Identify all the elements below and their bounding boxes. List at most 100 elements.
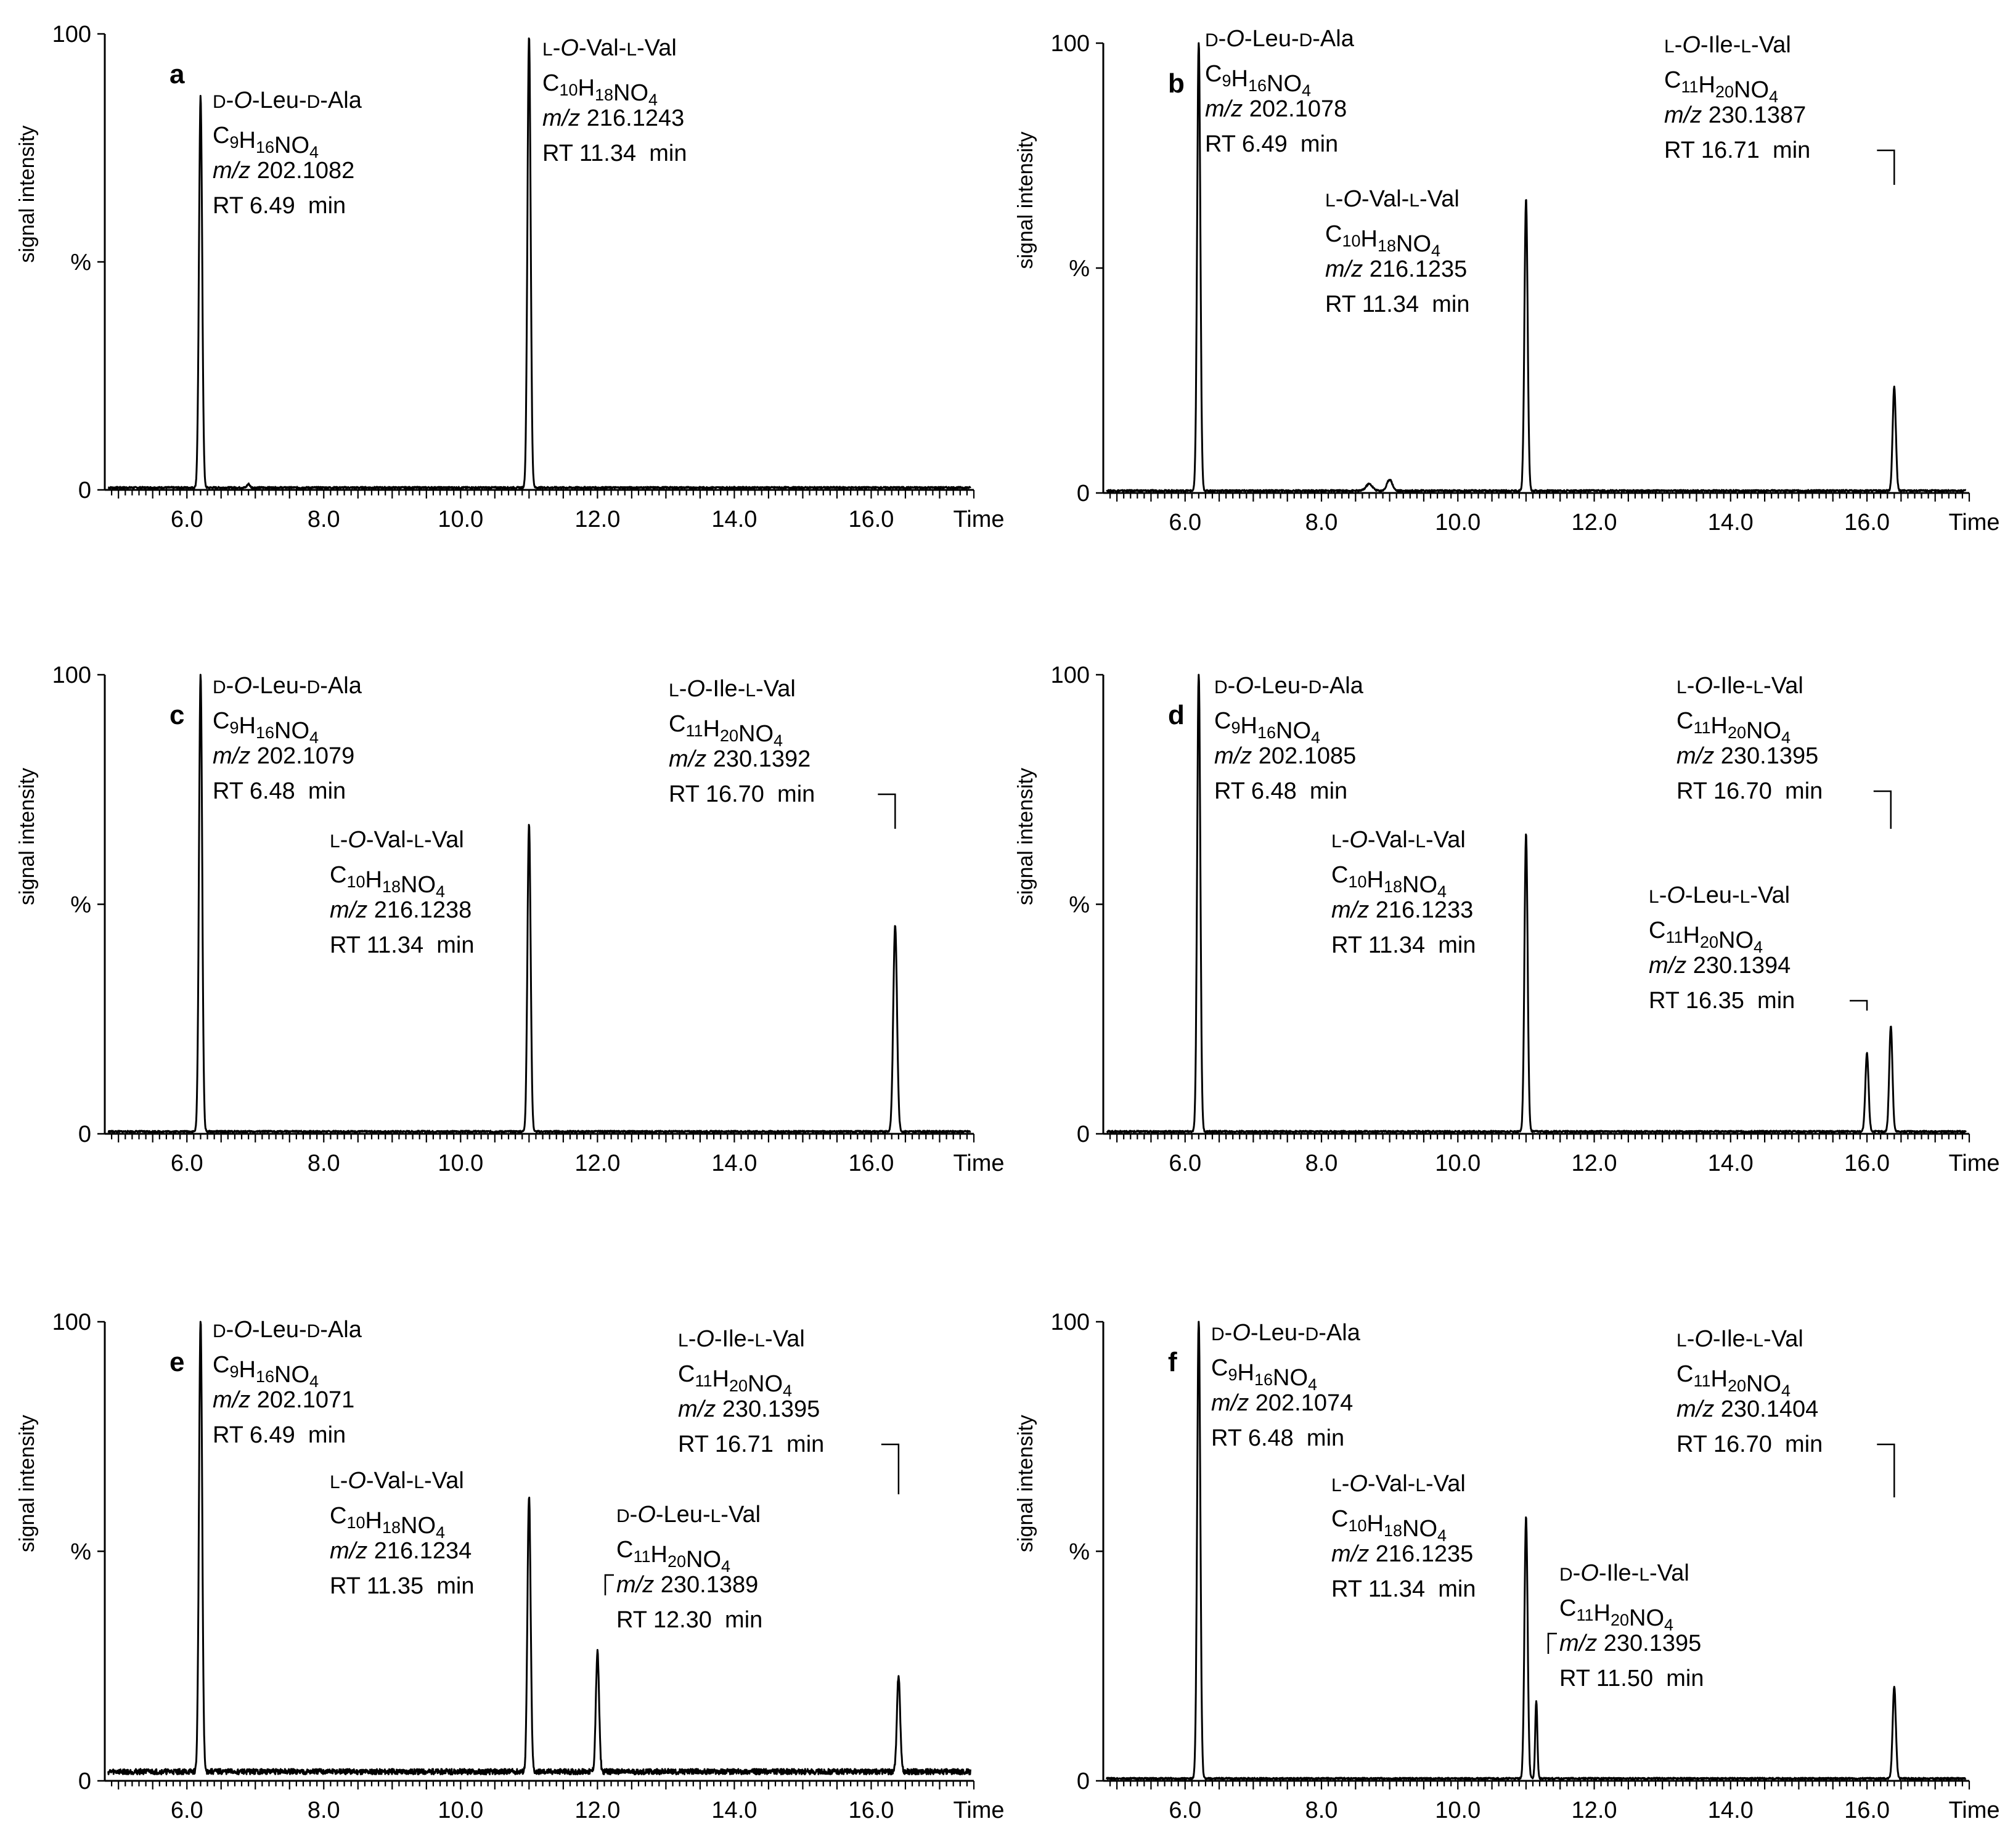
- y-axis-label: signal intensity: [1014, 1415, 1037, 1552]
- compound-name: L-O-Leu-L-Val: [1649, 882, 1790, 908]
- panel-letter: c: [169, 700, 184, 730]
- compound-formula: C10H18NO4: [542, 70, 658, 109]
- x-minor-ticks: [1109, 1134, 1970, 1142]
- x-tick-label: 8.0: [308, 1150, 340, 1176]
- y-tick-label: 0: [1077, 1121, 1090, 1147]
- x-tick-label: 12.0: [574, 1150, 620, 1176]
- y-tick-label: %: [70, 892, 91, 918]
- compound-name: L-O-Ile-L-Val: [1676, 1326, 1803, 1352]
- compound-formula: C10H18NO4: [1325, 221, 1440, 260]
- x-axis-label: Time: [1948, 510, 1999, 535]
- x-tick-label: 10.0: [1435, 1150, 1480, 1176]
- x-tick-label: 14.0: [711, 507, 757, 532]
- mz-value: m/z 230.1389: [616, 1572, 758, 1598]
- compound-formula: C11H20NO4: [616, 1537, 730, 1576]
- x-tick-label: 14.0: [711, 1797, 757, 1823]
- x-minor-ticks: [111, 490, 975, 499]
- x-tick-label: 12.0: [1572, 1797, 1617, 1823]
- compound-name: L-O-Ile-L-Val: [1664, 32, 1791, 58]
- x-tick-label: 8.0: [1305, 1797, 1338, 1823]
- x-tick-label: 8.0: [1305, 1150, 1338, 1176]
- compound-formula: C9H16NO4: [1205, 61, 1311, 100]
- x-axis-label: Time: [1948, 1797, 1999, 1823]
- compound-formula: C11H20NO4: [669, 711, 783, 750]
- y-tick-label: %: [70, 1539, 91, 1565]
- retention-time: RT 11.34 min: [542, 140, 687, 166]
- retention-time: RT 12.30 min: [616, 1607, 762, 1633]
- compound-formula: C11H20NO4: [1559, 1595, 1673, 1634]
- y-axis-label: signal intensity: [1014, 768, 1037, 905]
- y-axis-label: signal intensity: [15, 125, 39, 263]
- y-tick-label: %: [70, 250, 91, 275]
- y-tick-label: 0: [1077, 1769, 1090, 1794]
- x-tick-label: 14.0: [1708, 1797, 1754, 1823]
- chromatogram-trace: [1106, 674, 1967, 1134]
- retention-time: RT 6.49 min: [213, 1422, 346, 1448]
- x-tick-label: 8.0: [308, 1797, 340, 1823]
- panel-letter: e: [169, 1347, 184, 1377]
- compound-name: D-O-Ile-L-Val: [1559, 1560, 1689, 1586]
- compound-formula: C9H16NO4: [1214, 708, 1320, 747]
- x-axis-label: Time: [953, 1150, 1004, 1176]
- mz-value: m/z 216.1243: [542, 105, 684, 131]
- retention-time: RT 16.71 min: [1664, 137, 1810, 163]
- x-tick-label: 14.0: [1708, 510, 1754, 535]
- annotation-leader: [881, 1443, 900, 1494]
- compound-name: D-O-Leu-D-Ala: [1205, 26, 1355, 52]
- chromatogram-trace: [107, 674, 971, 1134]
- y-tick-label: 100: [52, 22, 91, 47]
- x-tick-label: 8.0: [308, 507, 340, 532]
- x-tick-label: 12.0: [1572, 510, 1617, 535]
- mz-value: m/z 230.1392: [669, 746, 811, 772]
- x-tick-label: 12.0: [574, 507, 620, 532]
- y-tick-label: 100: [52, 662, 91, 688]
- annotation-leader: [1877, 1443, 1895, 1497]
- mz-value: m/z 216.1234: [330, 1538, 472, 1564]
- x-axis-label: Time: [953, 507, 1004, 532]
- mz-value: m/z 230.1395: [1559, 1630, 1701, 1656]
- mz-value: m/z 216.1235: [1325, 256, 1467, 282]
- mz-value: m/z 202.1082: [213, 158, 354, 184]
- x-tick-label: 16.0: [848, 1797, 894, 1823]
- mz-value: m/z 202.1078: [1205, 96, 1347, 122]
- y-tick-label: 0: [78, 1769, 91, 1794]
- retention-time: RT 6.49 min: [1205, 131, 1338, 157]
- y-tick-label: 100: [1051, 1309, 1090, 1335]
- retention-time: RT 11.34 min: [1325, 291, 1469, 317]
- x-tick-label: 10.0: [1435, 510, 1480, 535]
- retention-time: RT 16.70 min: [669, 781, 815, 807]
- mz-value: m/z 202.1079: [213, 743, 354, 769]
- panel-letter: a: [169, 59, 185, 89]
- x-tick-label: 10.0: [438, 507, 483, 532]
- compound-formula: C10H18NO4: [1331, 1506, 1447, 1545]
- x-tick-label: 6.0: [1169, 1150, 1201, 1176]
- retention-time: RT 6.48 min: [1211, 1425, 1344, 1451]
- y-tick-label: 100: [52, 1309, 91, 1335]
- mz-value: m/z 230.1395: [1676, 743, 1818, 769]
- compound-formula: C11H20NO4: [1649, 918, 1763, 956]
- x-axis-label: Time: [953, 1797, 1004, 1823]
- x-tick-label: 8.0: [1305, 510, 1338, 535]
- compound-name: D-O-Leu-D-Ala: [213, 88, 362, 113]
- x-tick-label: 16.0: [848, 1150, 894, 1176]
- panel-letter: f: [1168, 1347, 1177, 1377]
- compound-formula: C11H20NO4: [1676, 1361, 1791, 1400]
- mz-value: m/z 230.1395: [678, 1396, 820, 1422]
- mz-value: m/z 202.1074: [1211, 1390, 1353, 1416]
- compound-name: L-O-Val-L-Val: [330, 1468, 464, 1494]
- x-minor-ticks: [1109, 1781, 1970, 1789]
- x-tick-label: 14.0: [1708, 1150, 1754, 1176]
- x-tick-label: 16.0: [1844, 1150, 1890, 1176]
